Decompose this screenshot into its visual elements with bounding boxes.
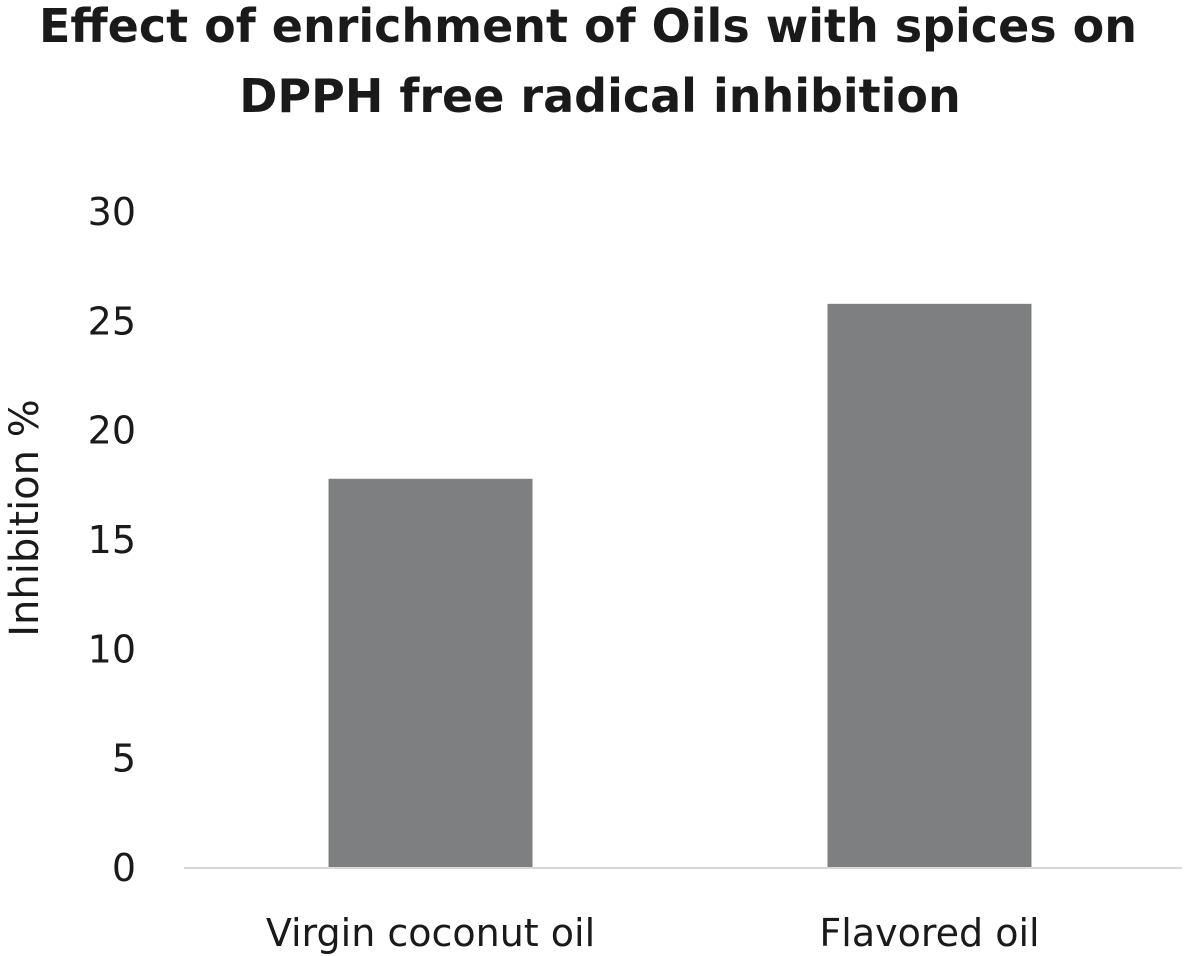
- bars: [328, 303, 1032, 869]
- y-tick-label: 15: [88, 518, 136, 562]
- bar: [827, 303, 1032, 869]
- y-tick-label: 30: [88, 190, 136, 234]
- x-category-label: Flavored oil: [819, 911, 1039, 955]
- chart-title-line-2: DPPH free radical inhibition: [239, 69, 961, 123]
- y-tick-label: 10: [88, 627, 136, 671]
- y-axis-title: Inhibition %: [2, 399, 48, 636]
- y-tick-label: 25: [88, 299, 136, 343]
- y-tick-label: 20: [88, 409, 136, 453]
- y-tick-labels: 0 5 10 15 20 25 30: [88, 190, 136, 890]
- bar: [328, 478, 533, 868]
- chart-title-line-1: Effect of enrichment of Oils with spices…: [39, 0, 1137, 53]
- category-labels: Virgin coconut oil Flavored oil: [266, 911, 1040, 955]
- x-category-label: Virgin coconut oil: [266, 911, 595, 955]
- y-tick-label: 0: [112, 846, 136, 890]
- y-tick-label: 5: [112, 737, 136, 781]
